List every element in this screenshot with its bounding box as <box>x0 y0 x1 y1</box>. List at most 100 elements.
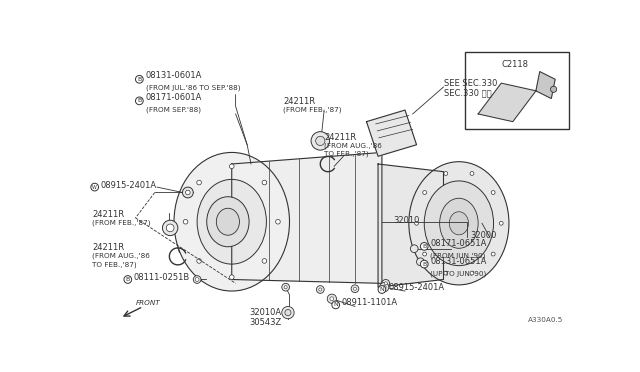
Text: N: N <box>333 302 338 307</box>
Circle shape <box>410 245 418 253</box>
Text: 32000: 32000 <box>470 231 497 240</box>
Circle shape <box>470 271 474 275</box>
Circle shape <box>415 221 419 225</box>
Circle shape <box>183 219 188 224</box>
Circle shape <box>470 171 474 176</box>
Circle shape <box>230 275 234 279</box>
Text: 08131-0651A: 08131-0651A <box>431 257 487 266</box>
Text: B: B <box>422 262 426 267</box>
Text: SEC.330 参照: SEC.330 参照 <box>444 89 491 97</box>
Circle shape <box>311 132 330 150</box>
Polygon shape <box>378 164 444 287</box>
Circle shape <box>285 310 291 316</box>
Text: 08111-0251B: 08111-0251B <box>134 273 190 282</box>
Circle shape <box>282 307 294 319</box>
Circle shape <box>382 279 390 287</box>
Text: A330A0.5: A330A0.5 <box>527 317 563 323</box>
Text: 08915-2401A: 08915-2401A <box>388 283 444 292</box>
Ellipse shape <box>216 208 239 235</box>
Polygon shape <box>367 110 417 156</box>
Text: 24211R: 24211R <box>92 243 125 252</box>
Circle shape <box>327 294 337 303</box>
Circle shape <box>195 278 199 281</box>
Circle shape <box>417 258 424 266</box>
Circle shape <box>492 190 495 195</box>
Circle shape <box>444 171 448 176</box>
Text: 08131-0601A: 08131-0601A <box>145 71 202 80</box>
Text: 24211R: 24211R <box>284 97 316 106</box>
Circle shape <box>124 276 132 283</box>
Text: B: B <box>422 244 426 249</box>
Circle shape <box>193 276 201 283</box>
Circle shape <box>182 187 193 198</box>
Text: W: W <box>92 185 97 190</box>
Circle shape <box>262 259 267 263</box>
Ellipse shape <box>440 198 478 248</box>
Ellipse shape <box>207 197 249 247</box>
Circle shape <box>230 164 234 169</box>
Circle shape <box>91 183 99 191</box>
Text: TO FEB.,'87): TO FEB.,'87) <box>324 151 369 157</box>
Ellipse shape <box>424 181 493 266</box>
Circle shape <box>163 220 178 235</box>
Text: B: B <box>137 98 141 103</box>
Text: N: N <box>380 287 384 292</box>
Circle shape <box>351 285 359 293</box>
Ellipse shape <box>409 162 509 285</box>
Circle shape <box>422 252 427 256</box>
Text: (FROM AUG.,'86: (FROM AUG.,'86 <box>324 142 382 149</box>
Ellipse shape <box>174 153 289 291</box>
Circle shape <box>136 97 143 105</box>
Circle shape <box>420 260 428 268</box>
Circle shape <box>422 190 427 195</box>
Circle shape <box>499 221 503 225</box>
Circle shape <box>282 283 289 291</box>
Circle shape <box>186 190 190 195</box>
Circle shape <box>166 224 174 232</box>
Circle shape <box>316 136 325 145</box>
Circle shape <box>380 283 389 292</box>
Text: 08915-2401A: 08915-2401A <box>101 181 157 190</box>
Text: SEE SEC.330: SEE SEC.330 <box>444 79 497 88</box>
Bar <box>465 52 569 129</box>
Text: 24211R: 24211R <box>324 133 356 142</box>
Circle shape <box>316 286 324 294</box>
Text: 24211R: 24211R <box>92 210 125 219</box>
Text: (FROM FEB.,'87): (FROM FEB.,'87) <box>92 219 151 226</box>
Text: B: B <box>137 77 141 82</box>
Circle shape <box>550 86 557 92</box>
Circle shape <box>330 297 334 301</box>
Text: 32010A: 32010A <box>250 308 282 317</box>
Circle shape <box>284 286 287 289</box>
Text: TO FEB.,'87): TO FEB.,'87) <box>92 262 137 268</box>
Text: C2118: C2118 <box>501 60 528 69</box>
Circle shape <box>420 243 428 250</box>
Text: 08171-0601A: 08171-0601A <box>145 93 202 102</box>
Text: 08911-1101A: 08911-1101A <box>342 298 398 307</box>
Circle shape <box>276 219 280 224</box>
Circle shape <box>492 252 495 256</box>
Text: 08171-0651A: 08171-0651A <box>431 239 487 248</box>
Polygon shape <box>478 83 536 122</box>
Circle shape <box>136 76 143 83</box>
Text: (FROM JUL.'86 TO SEP.'88): (FROM JUL.'86 TO SEP.'88) <box>145 85 240 91</box>
Text: (FROM JUN.'90): (FROM JUN.'90) <box>431 253 486 259</box>
Circle shape <box>384 282 387 285</box>
Circle shape <box>319 288 322 291</box>
Text: B: B <box>125 277 130 282</box>
Text: 30543Z: 30543Z <box>250 318 282 327</box>
Circle shape <box>353 287 356 290</box>
Text: (FROM SEP.'88): (FROM SEP.'88) <box>145 106 200 113</box>
Text: (FROM AUG.,'86: (FROM AUG.,'86 <box>92 253 150 259</box>
Circle shape <box>196 259 202 263</box>
Circle shape <box>332 301 340 309</box>
Circle shape <box>382 285 386 289</box>
Polygon shape <box>232 153 382 283</box>
Polygon shape <box>536 71 555 99</box>
Text: 32010: 32010 <box>394 216 420 225</box>
Circle shape <box>196 180 202 185</box>
Text: (UP TO JUN.'90): (UP TO JUN.'90) <box>431 270 486 277</box>
Ellipse shape <box>197 179 266 264</box>
Text: (FROM FEB.,'87): (FROM FEB.,'87) <box>284 106 342 113</box>
Circle shape <box>378 286 386 294</box>
